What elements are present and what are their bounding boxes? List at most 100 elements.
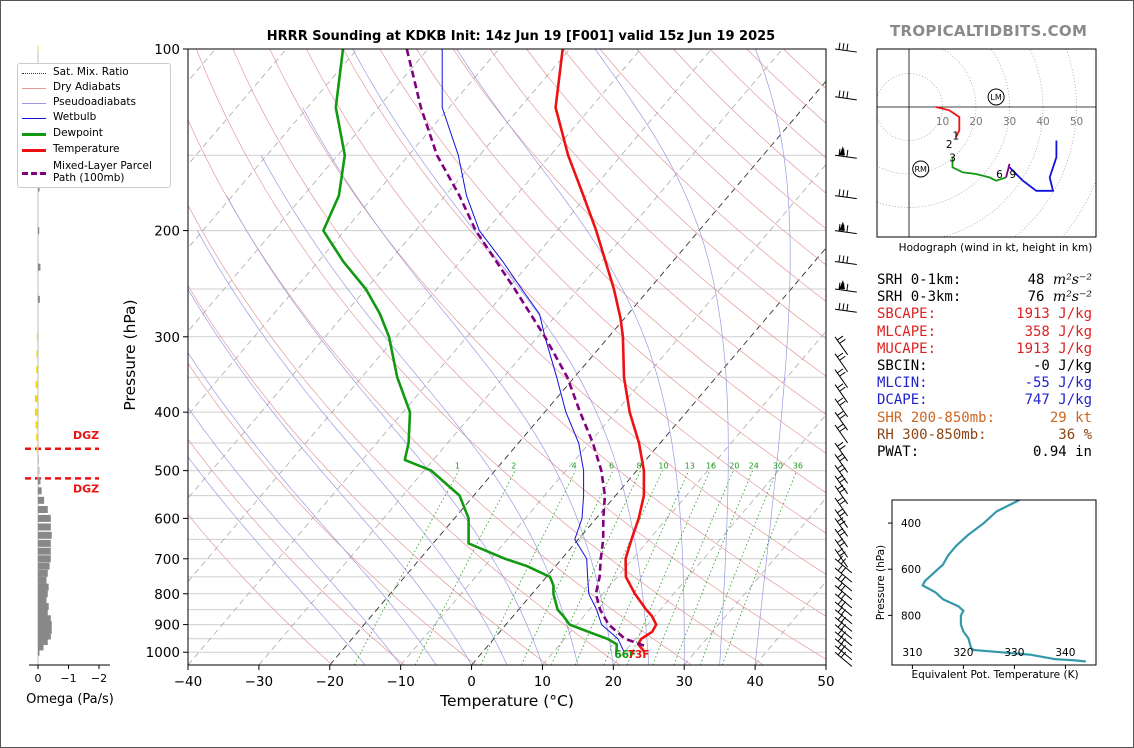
barb-staff bbox=[834, 96, 857, 101]
theta-e-y-tick-label: 800 bbox=[901, 610, 921, 622]
barb-staff bbox=[834, 288, 857, 293]
index-label: SBCIN: bbox=[877, 357, 928, 374]
hodograph-trace bbox=[935, 106, 961, 138]
omega-bar bbox=[38, 621, 52, 629]
omega-bar bbox=[35, 421, 38, 429]
index-row: MUCAPE: 1913 J/kg bbox=[877, 341, 1092, 358]
omega-bar bbox=[38, 609, 48, 617]
storm-motion-label: LM bbox=[990, 93, 1001, 102]
mixing-ratio-line bbox=[626, 470, 711, 665]
index-row: SHR 200-850mb: 29 kt bbox=[877, 410, 1092, 427]
omega-bar bbox=[38, 632, 51, 640]
omega-bar bbox=[34, 408, 38, 416]
barb-flag bbox=[837, 590, 843, 597]
moist-adiabat bbox=[754, 49, 791, 665]
mixing-ratio-label: 30 bbox=[773, 462, 783, 471]
omega-bar bbox=[38, 467, 40, 475]
wind-barb bbox=[834, 508, 849, 528]
omega-bar bbox=[38, 626, 52, 634]
index-label: DCAPE: bbox=[877, 392, 928, 409]
barb-flag bbox=[837, 464, 844, 470]
mixing-ratio-label: 36 bbox=[793, 462, 803, 471]
barb-flag bbox=[837, 598, 843, 605]
x-tick-label: 10 bbox=[534, 674, 551, 690]
hodograph-plot-area: 10 20 30 40 50 123 6 9 LM RM bbox=[877, 49, 1096, 237]
hodograph-height-label: 2 bbox=[946, 139, 953, 151]
index-label: MLCIN: bbox=[877, 375, 928, 392]
omega-bar bbox=[38, 531, 52, 539]
omega-bar bbox=[38, 227, 40, 235]
dry-adiabat bbox=[416, 49, 826, 454]
theta-e-x-tick-label: 320 bbox=[953, 647, 973, 659]
omega-bar bbox=[38, 583, 49, 591]
barb-flag bbox=[837, 538, 844, 544]
y-tick-label: 1000 bbox=[146, 645, 180, 661]
barb-flag bbox=[837, 628, 843, 635]
wind-barb bbox=[834, 453, 849, 473]
x-tick-label: 50 bbox=[817, 674, 834, 690]
barb-flag bbox=[842, 303, 845, 311]
dry-adiabat bbox=[188, 513, 333, 665]
wind-barb bbox=[834, 621, 853, 640]
y-tick-label: 300 bbox=[154, 330, 180, 346]
x-tick-label: 20 bbox=[605, 674, 622, 690]
barb-staff bbox=[834, 336, 849, 356]
barb-pennant bbox=[839, 280, 845, 290]
hodograph-ring-label: 50 bbox=[1070, 116, 1083, 128]
barb-staff bbox=[834, 475, 849, 495]
isotherm-line bbox=[188, 49, 642, 583]
moist-adiabat bbox=[226, 195, 543, 665]
wind-barb bbox=[834, 590, 853, 609]
index-value: 747 J/kg bbox=[1024, 392, 1092, 409]
barb-flag bbox=[839, 445, 846, 450]
hodograph-ring-label: 10 bbox=[936, 116, 949, 128]
mixing-ratio-label: 10 bbox=[658, 462, 668, 471]
y-tick-label: 800 bbox=[154, 587, 180, 603]
index-label: MUCAPE: bbox=[877, 340, 937, 357]
dry-adiabat bbox=[452, 49, 826, 415]
omega-bar bbox=[36, 333, 38, 341]
isotherm-line bbox=[400, 163, 826, 665]
index-unit: m²s⁻² bbox=[1052, 289, 1092, 306]
omega-bar bbox=[38, 576, 47, 584]
barb-flag bbox=[839, 386, 846, 392]
barb-flag bbox=[839, 456, 846, 462]
omega-bar bbox=[36, 366, 38, 374]
dry-adiabat bbox=[562, 49, 826, 302]
omega-bar bbox=[38, 643, 44, 651]
moist-adiabat bbox=[352, 49, 650, 665]
isotherm-line bbox=[471, 247, 826, 665]
wind-barb bbox=[834, 280, 857, 293]
barb-flag bbox=[838, 224, 841, 232]
barb-flag bbox=[846, 256, 849, 264]
barb-flag bbox=[839, 520, 846, 526]
omega-bar bbox=[34, 395, 38, 403]
barb-flag bbox=[846, 149, 849, 157]
barb-flag bbox=[838, 189, 841, 197]
x-tick-label: −10 bbox=[386, 674, 415, 690]
omega-bar bbox=[38, 648, 40, 656]
y-tick-label: 900 bbox=[154, 618, 180, 634]
mixing-ratio-label: 1 bbox=[455, 462, 460, 471]
index-value: 36 % bbox=[1058, 426, 1092, 443]
barb-flag bbox=[840, 593, 847, 600]
isotherm-line bbox=[329, 80, 826, 665]
y-tick-label: 700 bbox=[154, 552, 180, 568]
barb-flag bbox=[837, 614, 843, 621]
legend-label-temperature: Temperature bbox=[53, 143, 120, 155]
wind-barb bbox=[834, 368, 849, 388]
wind-barb bbox=[834, 441, 849, 462]
barb-flag bbox=[837, 423, 844, 429]
index-row: MLCIN: -55 J/kg bbox=[877, 375, 1092, 392]
moist-adiabat bbox=[260, 155, 579, 665]
dgz-label: DGZ bbox=[73, 482, 99, 495]
barb-flag bbox=[837, 642, 843, 649]
legend-label-wetbulb: Wetbulb bbox=[53, 111, 97, 123]
theta-e-y-tick-label: 400 bbox=[901, 518, 921, 530]
barb-staff bbox=[834, 558, 853, 574]
barb-flag bbox=[839, 541, 846, 547]
barb-flag bbox=[840, 601, 847, 608]
hodograph-ring-label: 20 bbox=[969, 116, 982, 128]
theta-e-x-tick-label: 330 bbox=[1004, 647, 1024, 659]
